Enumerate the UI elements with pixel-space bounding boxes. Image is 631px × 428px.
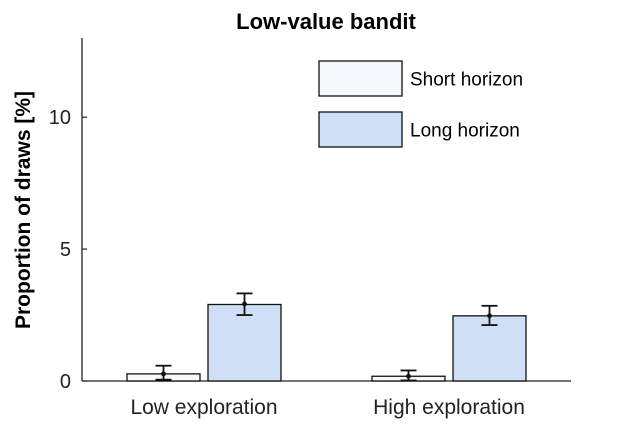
legend-label: Short horizon <box>410 70 523 91</box>
bar <box>207 303 282 382</box>
x-tick-label: High exploration <box>373 396 525 419</box>
data-point <box>161 371 166 377</box>
legend-swatch <box>318 111 403 148</box>
legend-swatch <box>318 60 403 97</box>
y-tick-label: 10 <box>49 107 71 129</box>
chart-title: Low-value bandit <box>236 9 416 34</box>
y-tick-label: 0 <box>60 371 71 393</box>
legend-label: Long horizon <box>410 121 520 142</box>
data-point <box>487 313 492 319</box>
y-axis-label: Proportion of draws [%] <box>12 91 35 329</box>
bars <box>126 292 527 382</box>
legend: Short horizon Long horizon <box>318 60 523 148</box>
y-ticks: 0 5 10 <box>49 107 87 393</box>
data-point <box>242 301 247 307</box>
data-point <box>406 373 411 379</box>
x-tick-label: Low exploration <box>130 396 277 419</box>
y-tick-label: 5 <box>60 239 71 261</box>
bar <box>452 315 527 382</box>
x-tick-labels: Low exploration High exploration <box>130 396 524 419</box>
